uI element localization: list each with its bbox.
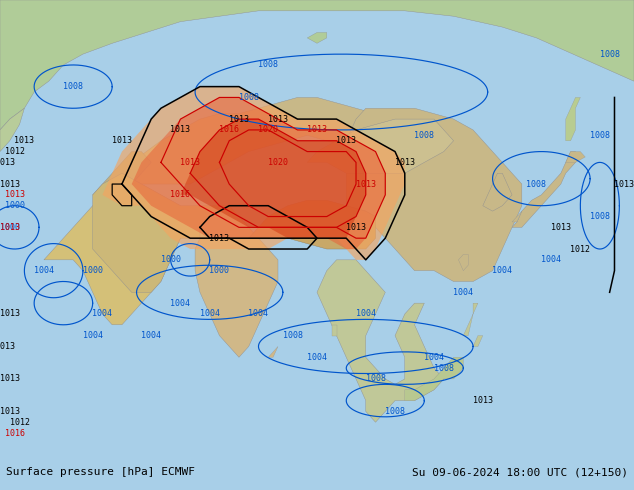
Text: 1000: 1000 [160, 255, 181, 264]
Text: 1013: 1013 [171, 125, 190, 134]
Polygon shape [268, 346, 278, 357]
Text: 1008: 1008 [385, 407, 405, 416]
Text: 1013: 1013 [346, 223, 366, 232]
Text: 1000: 1000 [0, 223, 20, 232]
Text: 1013: 1013 [395, 158, 415, 167]
Text: 1013: 1013 [0, 158, 15, 167]
Text: 1004: 1004 [171, 298, 190, 308]
Polygon shape [463, 303, 478, 336]
Polygon shape [317, 260, 444, 422]
Polygon shape [132, 98, 385, 249]
Polygon shape [566, 98, 580, 141]
Polygon shape [332, 325, 337, 336]
Text: 1004: 1004 [493, 266, 512, 275]
Text: 1012: 1012 [10, 418, 30, 427]
Text: 1020: 1020 [268, 158, 288, 167]
Text: 1013: 1013 [0, 223, 20, 232]
Text: 1012: 1012 [571, 245, 590, 253]
Text: 1013: 1013 [551, 223, 571, 232]
Text: 1000: 1000 [209, 266, 230, 275]
Text: 1004: 1004 [141, 331, 161, 340]
Polygon shape [93, 173, 249, 293]
Polygon shape [122, 98, 415, 184]
Text: 1013: 1013 [614, 179, 634, 189]
Text: 1013: 1013 [473, 396, 493, 405]
Polygon shape [404, 357, 463, 401]
Text: 1016: 1016 [171, 191, 190, 199]
Polygon shape [346, 108, 522, 281]
Text: 1012: 1012 [4, 147, 25, 156]
Text: Surface pressure [hPa] ECMWF: Surface pressure [hPa] ECMWF [6, 467, 195, 477]
Text: 1008: 1008 [239, 93, 259, 102]
Text: 1013: 1013 [0, 407, 20, 416]
Text: 1008: 1008 [590, 131, 610, 140]
Polygon shape [307, 119, 453, 173]
Text: 1008: 1008 [590, 212, 610, 221]
Text: 1008: 1008 [366, 374, 385, 384]
Polygon shape [307, 32, 327, 43]
Polygon shape [195, 206, 278, 357]
Text: 1004: 1004 [200, 310, 220, 318]
Text: 1020: 1020 [258, 125, 278, 134]
Polygon shape [0, 0, 634, 130]
Text: 1016: 1016 [4, 429, 25, 438]
Polygon shape [473, 336, 483, 346]
Polygon shape [249, 200, 375, 249]
Text: 1004: 1004 [249, 310, 268, 318]
Text: 1004: 1004 [82, 331, 103, 340]
Text: 1004: 1004 [424, 353, 444, 362]
Text: 1013: 1013 [4, 191, 25, 199]
Text: 1004: 1004 [307, 353, 327, 362]
Text: 1013: 1013 [268, 115, 288, 123]
Text: Su 09-06-2024 18:00 UTC (12+150): Su 09-06-2024 18:00 UTC (12+150) [411, 467, 628, 477]
Text: 1008: 1008 [63, 82, 83, 91]
Polygon shape [566, 151, 585, 162]
Polygon shape [181, 119, 366, 238]
Polygon shape [103, 87, 404, 260]
Text: 1008: 1008 [434, 364, 454, 372]
Polygon shape [458, 254, 468, 270]
Text: 1004: 1004 [453, 288, 474, 297]
Text: 1013: 1013 [209, 234, 230, 243]
Polygon shape [93, 151, 151, 200]
Text: 1013: 1013 [0, 374, 20, 384]
Polygon shape [512, 211, 522, 222]
Text: 1013: 1013 [307, 125, 327, 134]
Text: 1004: 1004 [34, 266, 54, 275]
Text: 1008: 1008 [600, 49, 619, 59]
Text: 1000: 1000 [4, 201, 25, 210]
Polygon shape [44, 173, 190, 325]
Text: 1016: 1016 [219, 125, 239, 134]
Text: 1013: 1013 [180, 158, 200, 167]
Text: 1008: 1008 [526, 179, 547, 189]
Text: 1008: 1008 [258, 60, 278, 70]
Text: 1013: 1013 [0, 342, 15, 351]
Polygon shape [0, 108, 24, 151]
Text: 1013: 1013 [356, 179, 376, 189]
Text: 1000: 1000 [82, 266, 103, 275]
Text: 1013: 1013 [336, 136, 356, 145]
Text: 1008: 1008 [414, 131, 434, 140]
Text: 1004: 1004 [541, 255, 561, 264]
Text: 1013: 1013 [0, 179, 20, 189]
Text: 1013: 1013 [112, 136, 132, 145]
Text: 1004: 1004 [356, 310, 376, 318]
Polygon shape [512, 151, 576, 227]
Polygon shape [483, 173, 512, 211]
Text: 1013: 1013 [15, 136, 34, 145]
Text: 1008: 1008 [283, 331, 302, 340]
Text: 1013: 1013 [229, 115, 249, 123]
Text: 1013: 1013 [0, 310, 20, 318]
Text: 1004: 1004 [93, 310, 112, 318]
